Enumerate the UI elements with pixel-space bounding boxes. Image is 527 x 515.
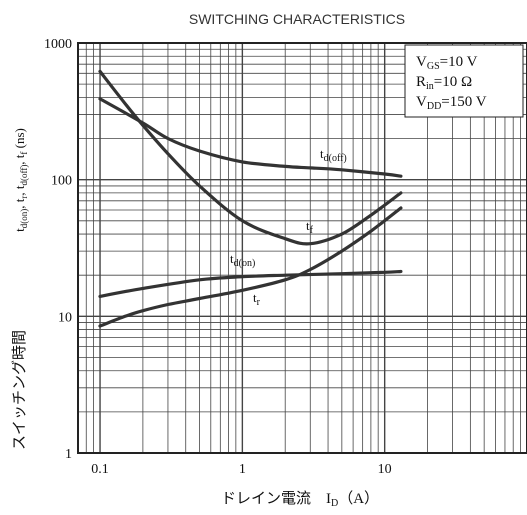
x-tick-label: 1 [239,462,246,477]
y-tick-label: 100 [51,174,72,189]
grid [78,43,527,453]
y-axis-label-symbols: td(on), tr, td(off), tf (ns) [12,128,29,232]
x-tick-label: 10 [378,462,392,477]
series-line-tdon [98,269,403,298]
condition-vdd: VDD=150 V [416,94,487,112]
series-label-tr: tr [253,290,261,308]
y-tick-label: 1 [65,447,72,462]
y-axis-label-jp: スイッチング時間 [11,330,28,450]
series-group [98,69,403,328]
condition-rin: Rin=10 Ω [416,74,472,92]
chart-title: SWITCHING CHARACTERISTICS [189,11,405,27]
y-axis-label: スイッチング時間 td(on), tr, td(off), tf (ns) [11,128,29,450]
x-tick-labels: 0.1 1 10 [91,462,391,477]
y-tick-labels: 1 10 100 1000 [44,37,72,462]
y-tick-label: 10 [58,310,72,325]
plot-frame [77,42,527,454]
x-axis-label: ドレイン電流 ID（A） [221,490,379,509]
conditions-box: VGS=10 V Rin=10 Ω VDD=150 V [404,44,524,118]
series-line-tf [98,69,403,246]
y-tick-label: 1000 [44,37,72,52]
x-tick-label: 0.1 [91,462,109,477]
condition-vgs: VGS=10 V [416,54,478,72]
series-label-td-off: td(off) [320,146,347,164]
series-label-tf: tf [306,218,314,236]
series-line-tr [98,206,403,328]
series-line-tdoff [98,97,403,178]
